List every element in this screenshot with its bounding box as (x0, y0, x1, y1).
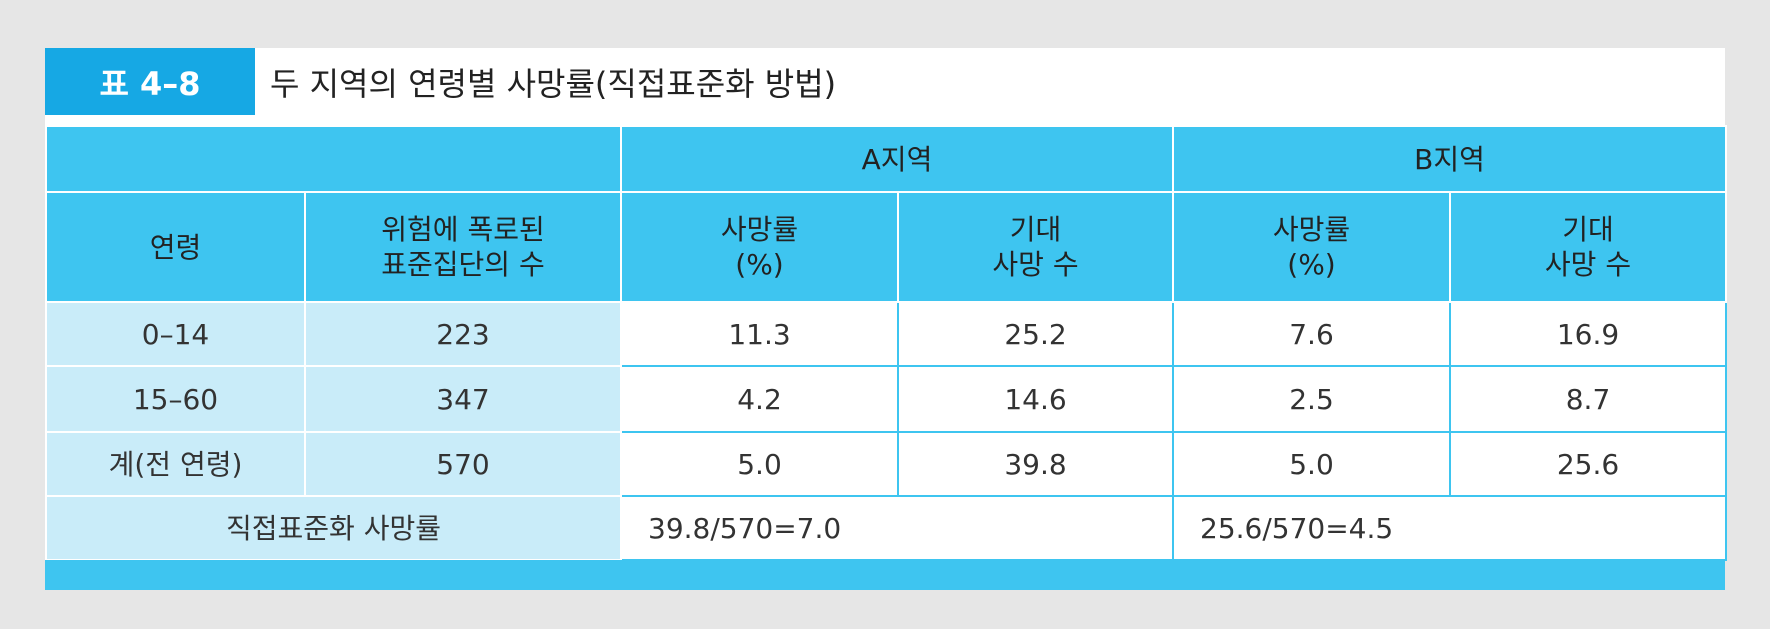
footer-label: 직접표준화 사망률 (45, 495, 622, 561)
table-cell: 25.6 (1448, 431, 1728, 497)
table-cell: 8.7 (1448, 365, 1728, 433)
bottom-bar (45, 560, 1725, 590)
table-cell: 39.8 (897, 431, 1174, 497)
table-cell: 계(전 연령) (45, 431, 306, 497)
table-cell: 347 (304, 365, 622, 433)
table-cell: 223 (304, 301, 622, 367)
header-blank (45, 125, 622, 193)
column-header: 연령 (45, 191, 306, 303)
panel: 표 4–8 두 지역의 연령별 사망률(직접표준화 방법) A지역 B지역 연령… (45, 48, 1728, 590)
table-title: 두 지역의 연령별 사망률(직접표준화 방법) (270, 64, 837, 103)
column-header: 위험에 폭로된 표준집단의 수 (304, 191, 622, 303)
table-row: 0–14 223 11.3 25.2 7.6 16.9 (45, 301, 1728, 367)
table-row: 계(전 연령) 570 5.0 39.8 5.0 25.6 (45, 431, 1728, 497)
table-cell: 11.3 (620, 301, 899, 367)
table-cell: 2.5 (1172, 365, 1451, 433)
column-header: 기대 사망 수 (1448, 191, 1728, 303)
table-cell: 7.6 (1172, 301, 1451, 367)
table-cell: 5.0 (620, 431, 899, 497)
footer-value: 25.6/570=4.5 (1171, 495, 1728, 561)
data-table: A지역 B지역 연령 위험에 폭로된 표준집단의 수 사망률 (%) 기대 사망… (45, 125, 1728, 561)
table-cell: 0–14 (45, 301, 306, 367)
group-header: A지역 (620, 125, 1174, 193)
table-cell: 15–60 (45, 365, 306, 433)
column-header: 사망률 (%) (1172, 191, 1451, 303)
table-cell: 570 (304, 431, 622, 497)
column-header: 사망률 (%) (620, 191, 899, 303)
table-cell: 16.9 (1448, 301, 1728, 367)
table-cell: 25.2 (897, 301, 1174, 367)
column-header: 기대 사망 수 (897, 191, 1174, 303)
table-cell: 5.0 (1172, 431, 1451, 497)
table-row: 15–60 347 4.2 14.6 2.5 8.7 (45, 365, 1728, 433)
group-header: B지역 (1171, 125, 1728, 193)
footer-value: 39.8/570=7.0 (620, 495, 1174, 561)
table-body: 0–14 223 11.3 25.2 7.6 16.9 15–60 347 4.2 14.6 2.5… (45, 301, 1728, 497)
table-cell: 14.6 (897, 365, 1174, 433)
table-label: 표 4–8 (45, 48, 255, 115)
table-cell: 4.2 (620, 365, 899, 433)
